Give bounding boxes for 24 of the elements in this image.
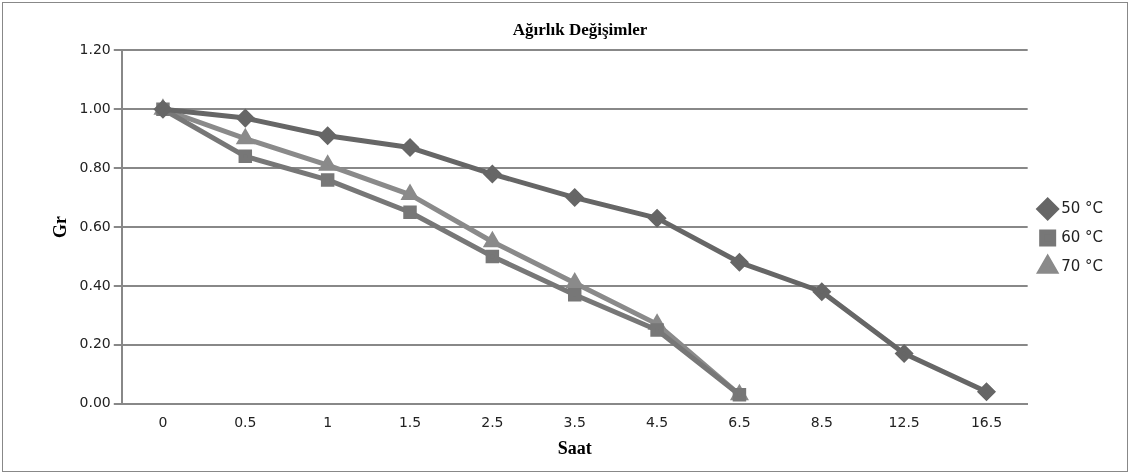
x-tick-label: 16.5 bbox=[970, 413, 1003, 430]
x-tick-label: 2.5 bbox=[481, 413, 504, 430]
x-tick-label: 1 bbox=[323, 413, 333, 430]
x-tick-label: 0.5 bbox=[234, 413, 257, 430]
y-tick-label: 0.00 bbox=[79, 394, 111, 411]
chart-title: Ağırlık Değişimler bbox=[512, 19, 648, 39]
x-tick-label: 4.5 bbox=[645, 413, 669, 430]
x-tick-label: 0 bbox=[158, 413, 168, 430]
x-tick-label: 8.5 bbox=[810, 413, 833, 430]
y-tick-label: 0.20 bbox=[79, 335, 111, 352]
x-tick-label: 12.5 bbox=[888, 413, 920, 430]
x-tick-label: 1.5 bbox=[398, 413, 422, 430]
x-tick-label: 3.5 bbox=[563, 413, 586, 430]
y-tick-label: 0.80 bbox=[79, 158, 111, 175]
legend-label: 50 °C bbox=[1061, 198, 1104, 217]
x-tick-label: 6.5 bbox=[728, 413, 751, 430]
legend-label: 70 °C bbox=[1061, 256, 1104, 275]
y-tick-label: 0.60 bbox=[79, 217, 111, 234]
y-axis-title: Gr bbox=[50, 216, 71, 238]
y-tick-label: 0.40 bbox=[79, 276, 111, 293]
y-tick-label: 1.20 bbox=[79, 41, 111, 58]
y-tick-label: 1.00 bbox=[79, 99, 111, 116]
x-axis-title: Saat bbox=[557, 437, 592, 458]
legend-label: 60 °C bbox=[1061, 227, 1104, 246]
